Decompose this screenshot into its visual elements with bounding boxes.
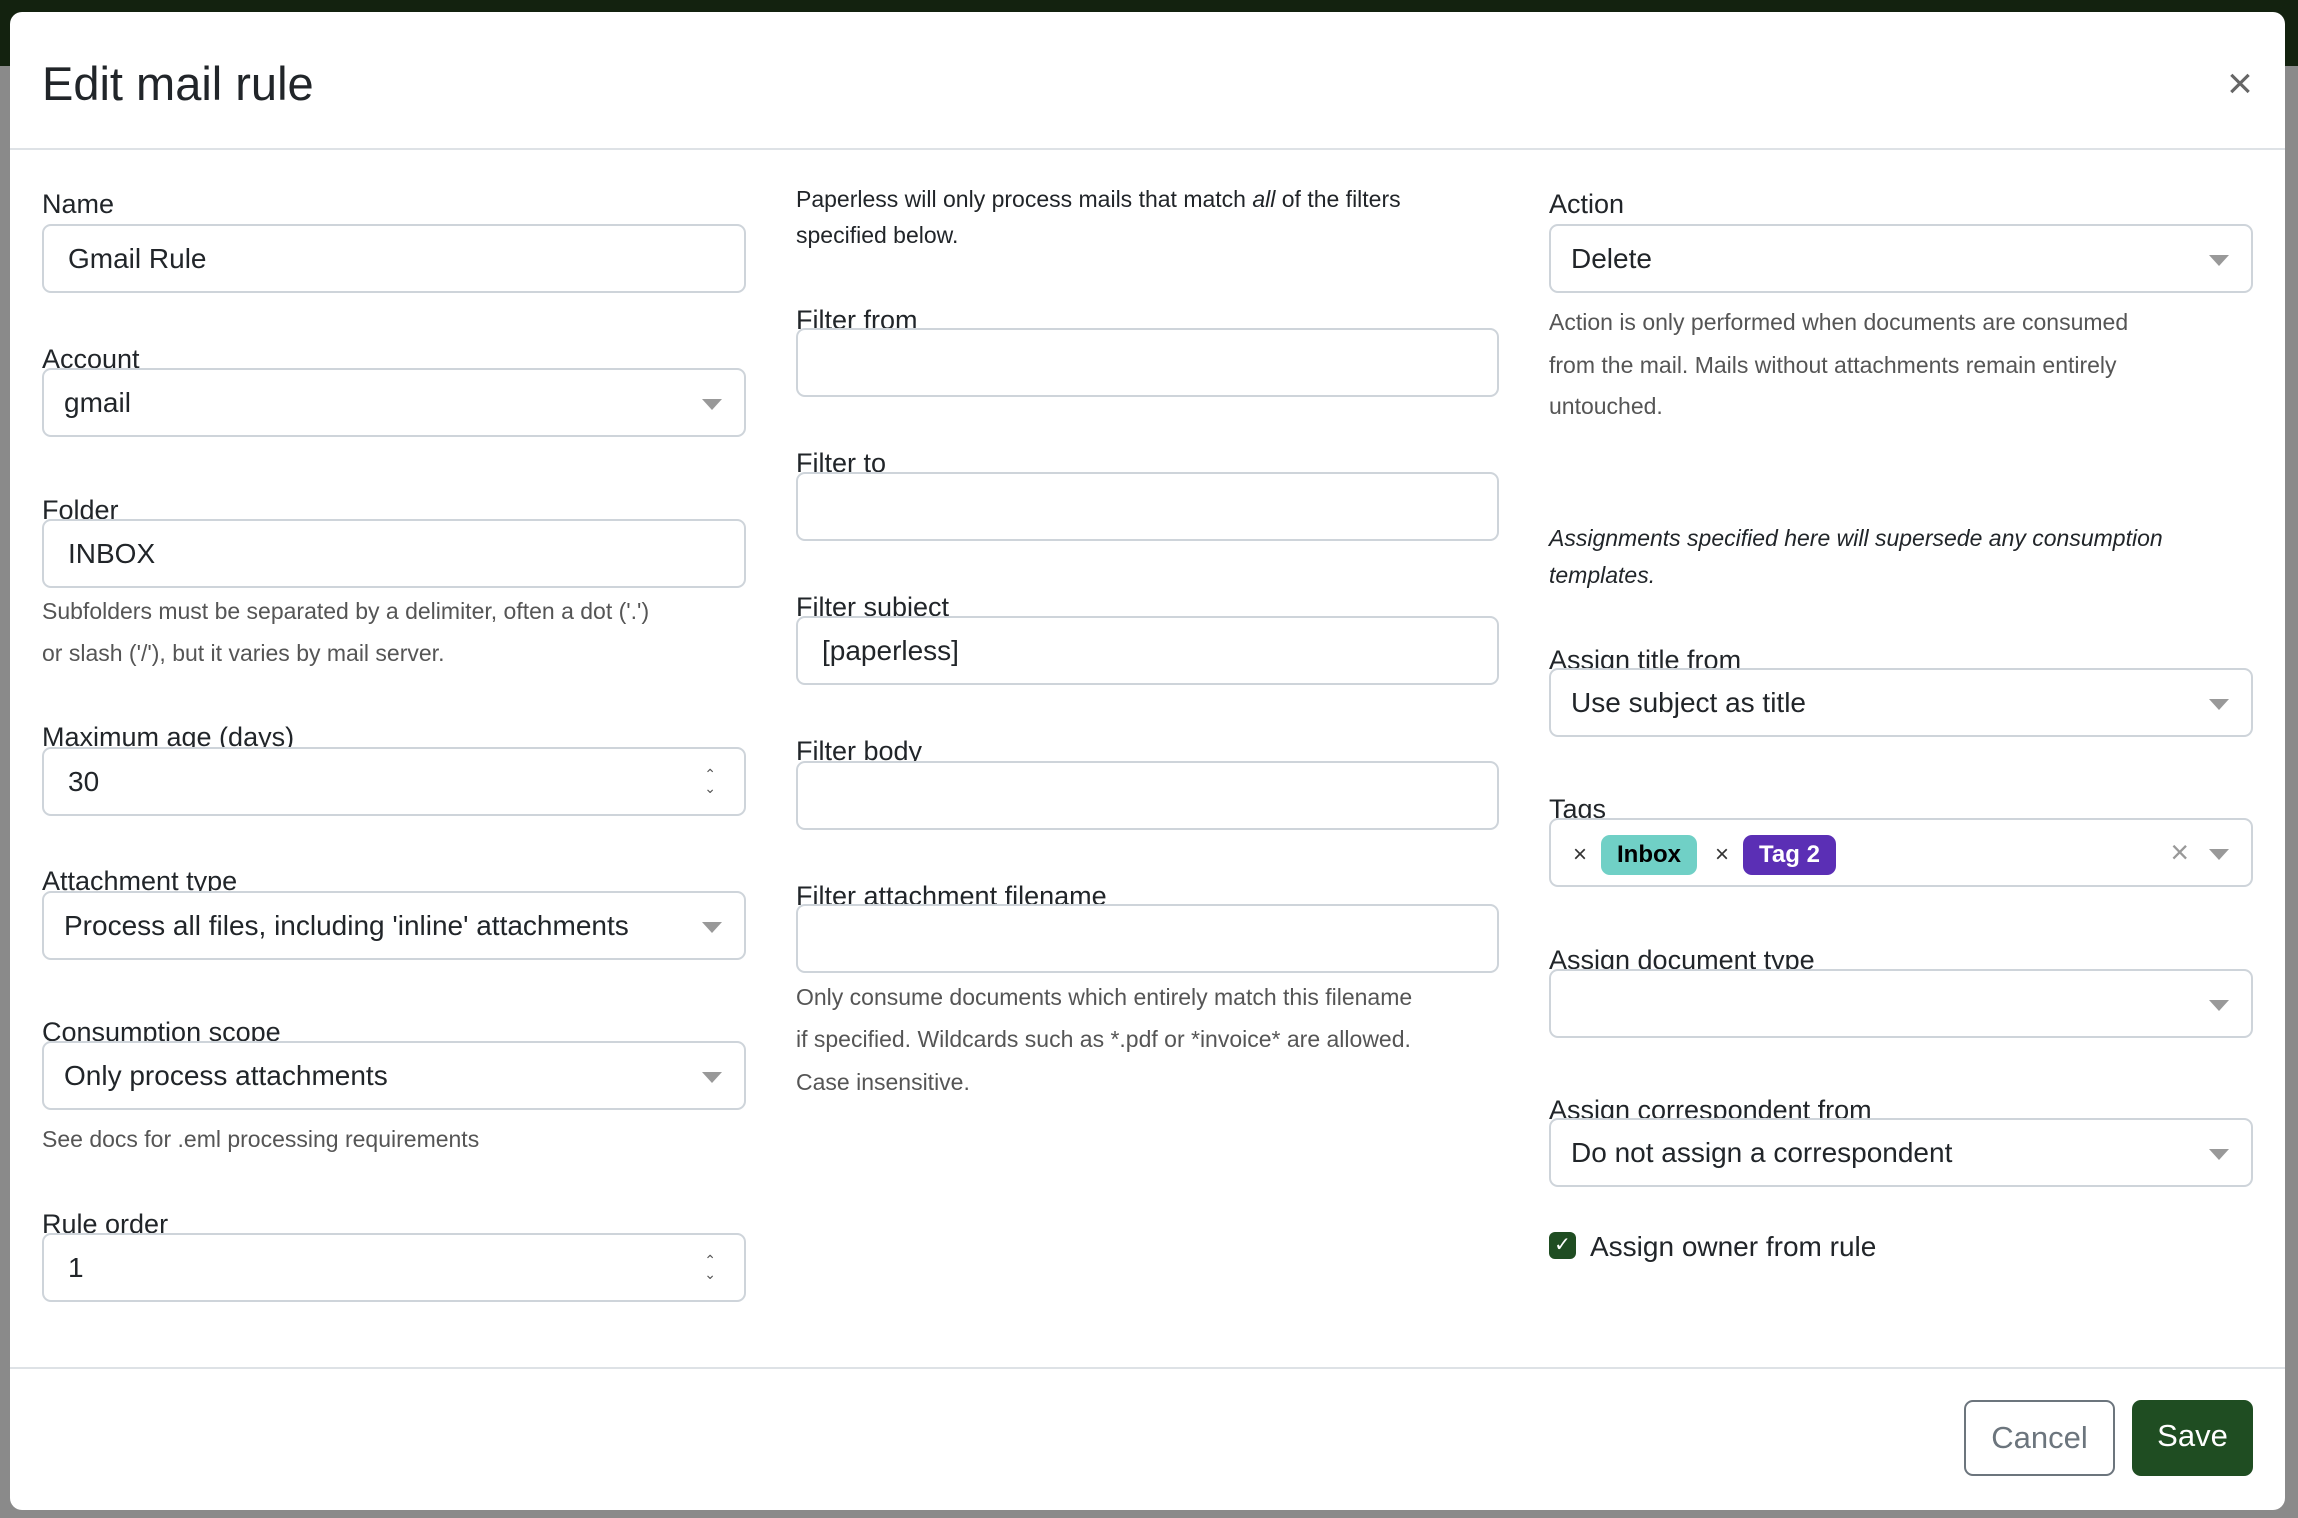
- attachment-help-2: if specified. Wildcards such as *.pdf or…: [796, 1026, 1411, 1052]
- scope-help: See docs for .eml processing requirement…: [42, 1126, 480, 1152]
- save-button[interactable]: Save: [2132, 1400, 2253, 1476]
- max-age-input[interactable]: 30 ⌃ ⌄: [42, 747, 746, 816]
- filter-attachment-input[interactable]: [796, 904, 1499, 973]
- edit-mail-rule-dialog: Edit mail rule × Name Gmail Rule Account…: [10, 12, 2285, 1510]
- filter-body-input[interactable]: [796, 761, 1499, 830]
- name-label: Name: [42, 189, 115, 219]
- tag-badge: Inbox: [1601, 834, 1698, 875]
- attachment-help-3: Case insensitive.: [796, 1069, 970, 1095]
- chevron-down-icon: [702, 1072, 722, 1083]
- action-help-3: untouched.: [1549, 393, 1663, 419]
- filter-to-input[interactable]: [796, 472, 1499, 541]
- folder-help-1: Subfolders must be separated by a delimi…: [42, 598, 650, 624]
- assign-note-1: Assignments specified here will supersed…: [1549, 525, 2163, 551]
- attachment-help-1: Only consume documents which entirely ma…: [796, 984, 1413, 1010]
- action-value: Delete: [1571, 243, 1652, 274]
- clear-icon[interactable]: ×: [2170, 834, 2189, 870]
- scope-select[interactable]: Only process attachments: [42, 1041, 746, 1110]
- action-select[interactable]: Delete: [1549, 224, 2253, 293]
- owner-checkbox[interactable]: ✓: [1549, 1232, 1576, 1259]
- attachment-type-select[interactable]: Process all files, including 'inline' at…: [42, 891, 746, 960]
- chevron-down-icon: [702, 399, 722, 410]
- stepper-icon[interactable]: ⌃ ⌄: [704, 766, 716, 796]
- account-value: gmail: [64, 387, 131, 418]
- header-divider: [10, 148, 2285, 150]
- assign-title-value: Use subject as title: [1571, 687, 1806, 718]
- tags-select[interactable]: × Inbox × Tag 2 ×: [1549, 818, 2253, 887]
- correspondent-select[interactable]: Do not assign a correspondent: [1549, 1118, 2253, 1187]
- assign-title-select[interactable]: Use subject as title: [1549, 668, 2253, 737]
- chevron-down-icon: [702, 922, 722, 933]
- filter-subject-input[interactable]: [paperless]: [796, 616, 1499, 685]
- doctype-select[interactable]: [1549, 969, 2253, 1038]
- name-input[interactable]: Gmail Rule: [42, 224, 746, 293]
- chevron-down-icon: [2209, 849, 2229, 860]
- close-icon[interactable]: ×: [2227, 59, 2253, 108]
- action-help-2: from the mail. Mails without attachments…: [1549, 352, 2117, 378]
- footer-divider: [10, 1367, 2285, 1369]
- tag-badge: Tag 2: [1743, 834, 1836, 875]
- owner-label: Assign owner from rule: [1590, 1231, 1877, 1262]
- cancel-button[interactable]: Cancel: [1964, 1400, 2115, 1476]
- assign-note-2: templates.: [1549, 562, 1656, 588]
- chevron-down-icon: [2209, 1149, 2229, 1160]
- action-help-1: Action is only performed when documents …: [1549, 309, 2129, 335]
- stepper-icon[interactable]: ⌃ ⌄: [704, 1252, 716, 1282]
- chevron-down-icon: [2209, 1000, 2229, 1011]
- action-label: Action: [1549, 189, 1625, 219]
- folder-help-2: or slash ('/'), but it varies by mail se…: [42, 640, 445, 666]
- folder-input[interactable]: INBOX: [42, 519, 746, 588]
- remove-tag-icon[interactable]: ×: [1573, 841, 1588, 869]
- account-select[interactable]: gmail: [42, 368, 746, 437]
- attachment-type-value: Process all files, including 'inline' at…: [64, 910, 629, 941]
- correspondent-value: Do not assign a correspondent: [1571, 1137, 1953, 1168]
- chevron-down-icon: [2209, 255, 2229, 266]
- scope-value: Only process attachments: [64, 1060, 388, 1091]
- remove-tag-icon[interactable]: ×: [1715, 841, 1730, 869]
- filter-intro-2: specified below.: [796, 222, 959, 248]
- rule-order-input[interactable]: 1 ⌃ ⌄: [42, 1233, 746, 1302]
- chevron-down-icon: [2209, 699, 2229, 710]
- dialog-title: Edit mail rule: [42, 57, 314, 110]
- filter-intro-1: Paperless will only process mails that m…: [796, 186, 1401, 212]
- filter-from-input[interactable]: [796, 328, 1499, 397]
- rule-order-value: 1: [68, 1252, 84, 1283]
- max-age-value: 30: [68, 766, 100, 797]
